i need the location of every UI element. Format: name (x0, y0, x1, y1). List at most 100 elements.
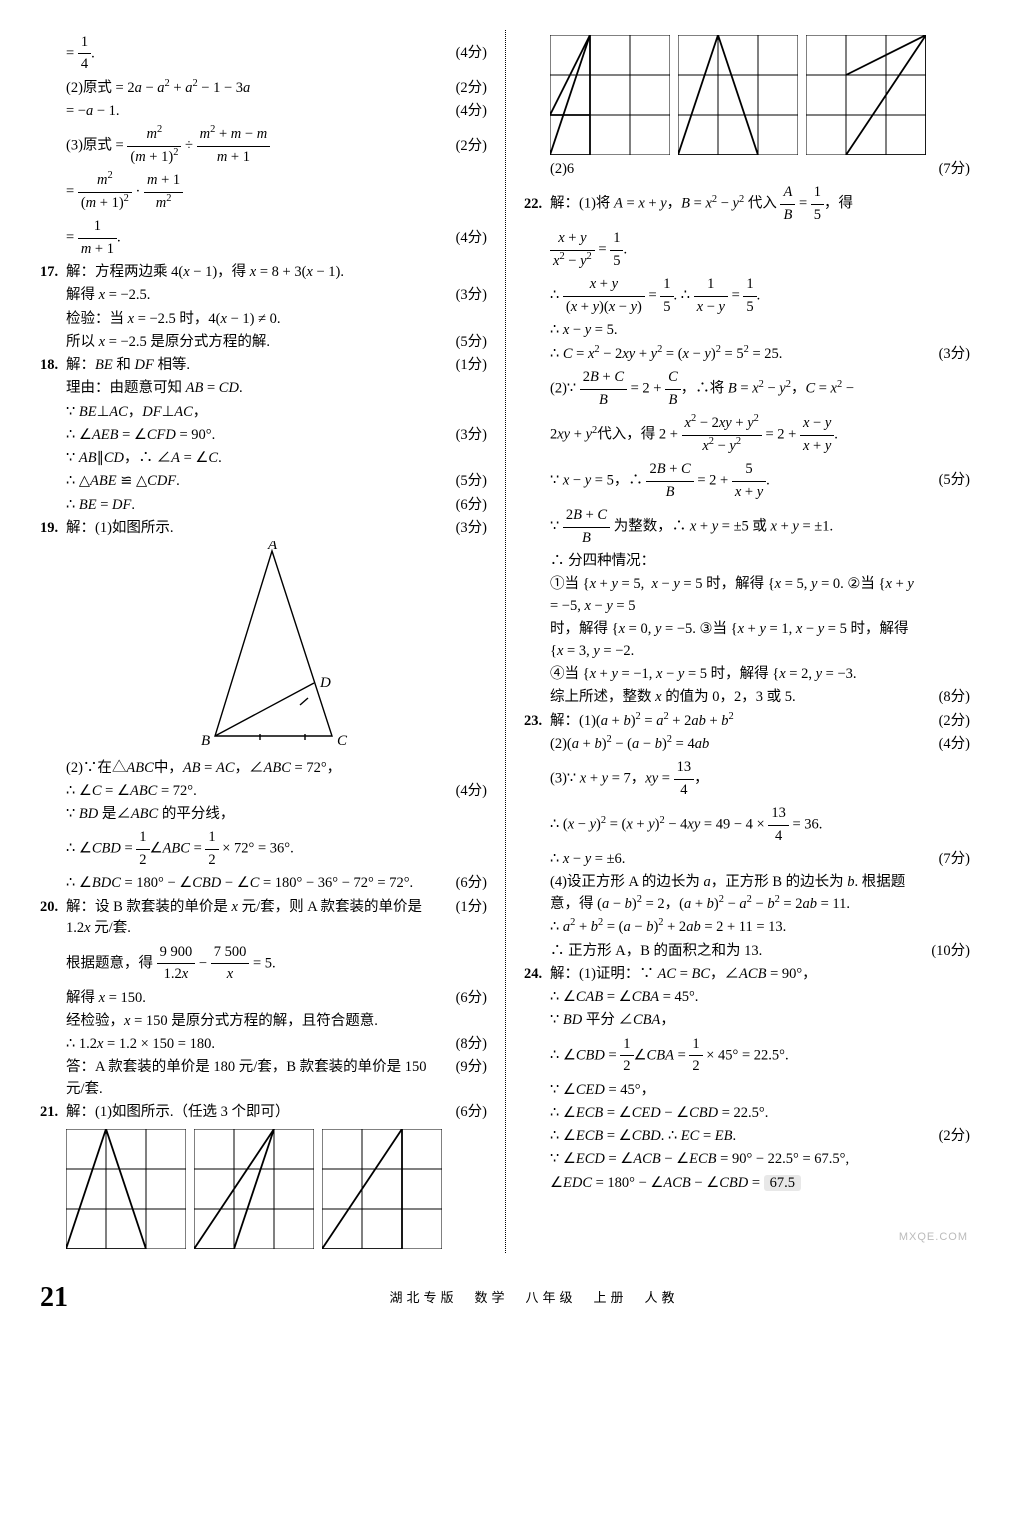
line-body: 2xy + y2代入，得 2 + x2 − 2xy + y2x2 − y2 = … (550, 413, 915, 458)
solution-line: (2)(a + b)2 − (a − b)2 = 4ab(4分) (524, 734, 970, 756)
solution-line: = −a − 1.(4分) (40, 101, 487, 123)
solution-line: 检验：当 x = −2.5 时，4(x − 1) ≠ 0. (40, 309, 487, 331)
question-line: 18.解：BE 和 DF 相等.(1分) (40, 355, 487, 377)
solution-line: ∵ BD 是∠ABC 的平分线， (40, 804, 487, 826)
line-body: = 14. (66, 32, 432, 77)
solution-line: (2)6(7分) (524, 159, 970, 181)
line-body: ∴ x − y = ±6. (550, 849, 915, 871)
right-column: MXQE.COM (2)6(7分)22.解：(1)将 A = x + y，B =… (505, 30, 970, 1253)
line-body: 解得 x = 150. (66, 988, 432, 1010)
solution-line (40, 1126, 487, 1252)
triangle-figure: A B C D (197, 541, 357, 756)
line-body: (2)∵ 2B + CB = 2 + CB，∴将 B = x2 − y2，C =… (550, 367, 915, 412)
watermark: MXQE.COM (899, 1229, 968, 1246)
question-line: 17.解：方程两边乘 4(x − 1)，得 x = 8 + 3(x − 1). (40, 262, 487, 284)
points-label: (3分) (432, 425, 487, 447)
solution-line: ∵ x − y = 5，∴ 2B + CB = 2 + 5x + y.(5分) (524, 459, 970, 504)
points-label: (9分) (432, 1057, 487, 1079)
solution-line: ∴ x − y = 5. (524, 320, 970, 342)
line-body: ∵ BE⊥AC，DF⊥AC， (66, 402, 432, 424)
points-label: (1分) (432, 897, 487, 919)
solution-line: (2)∵ 2B + CB = 2 + CB，∴将 B = x2 − y2，C =… (524, 367, 970, 412)
line-body: ∴ (x − y)2 = (x + y)2 − 4xy = 49 − 4 × 1… (550, 803, 915, 848)
line-body: ∵ ∠CED = 45°， (550, 1080, 915, 1102)
line-body: ∴ x + y(x + y)(x − y) = 15. ∴ 1x − y = 1… (550, 274, 915, 319)
line-body: ∴ ∠CAB = ∠CBA = 45°. (550, 987, 915, 1009)
grid-figure (322, 1129, 442, 1249)
points-label: (10分) (915, 941, 970, 963)
line-body: ∴ ∠C = ∠ABC = 72°. (66, 781, 432, 803)
line-body: ∴ a2 + b2 = (a − b)2 + 2ab = 2 + 11 = 13… (550, 917, 915, 939)
line-body: ①当 {x + y = 5, x − y = 5 时，解得 {x = 5, y … (550, 574, 915, 618)
points-label: (6分) (432, 1102, 487, 1124)
solution-line: = m2(m + 1)2 · m + 1m2 (40, 170, 487, 215)
solution-line: (3)原式 = m2(m + 1)2 ÷ m2 + m − mm + 1(2分) (40, 124, 487, 169)
line-body: 解：(1)证明：∵ AC = BC，∠ACB = 90°， (550, 964, 915, 986)
svg-text:C: C (337, 733, 348, 749)
solution-line: ∴ C = x2 − 2xy + y2 = (x − y)2 = 52 = 25… (524, 344, 970, 366)
solution-line: (2)∵在△ABC中，AB = AC，∠ABC = 72°， (40, 758, 487, 780)
points-label: (4分) (432, 228, 487, 250)
line-body: ∵ x − y = 5，∴ 2B + CB = 2 + 5x + y. (550, 459, 915, 504)
line-body: ∴ ∠BDC = 180° − ∠CBD − ∠C = 180° − 36° −… (66, 873, 432, 895)
points-label: (4分) (915, 734, 970, 756)
line-body: 解：设 B 款套装的单价是 x 元/套，则 A 款套装的单价是 1.2x 元/套… (66, 897, 432, 941)
points-label: (2分) (915, 1126, 970, 1148)
line-body: 时，解得 {x = 0, y = −5. ③当 {x + y = 1, x − … (550, 619, 915, 663)
question-line: 21.解：(1)如图所示.（任选 3 个即可）(6分) (40, 1102, 487, 1124)
line-body: 解：(1)如图所示.（任选 3 个即可） (66, 1102, 432, 1124)
line-body: ∴ △ABE ≌ △CDF. (66, 471, 432, 493)
line-body: ∵ ∠ECD = ∠ACB − ∠ECB = 90° − 22.5° = 67.… (550, 1149, 915, 1171)
question-number: 21. (40, 1102, 66, 1124)
line-body: (2)∵在△ABC中，AB = AC，∠ABC = 72°， (66, 758, 432, 780)
points-label: (3分) (915, 344, 970, 366)
question-line: 23.解：(1)(a + b)2 = a2 + 2ab + b2(2分) (524, 711, 970, 733)
solution-line: ∵ BE⊥AC，DF⊥AC， (40, 402, 487, 424)
solution-line: (2)原式 = 2a − a2 + a2 − 1 − 3a(2分) (40, 78, 487, 100)
solution-line: ∴ (x − y)2 = (x + y)2 − 4xy = 49 − 4 × 1… (524, 803, 970, 848)
grid-figure (678, 35, 798, 155)
grid-figure (550, 35, 670, 155)
solution-line (524, 32, 970, 158)
grid-figure (806, 35, 926, 155)
question-line: 19.解：(1)如图所示.(3分) (40, 518, 487, 540)
solution-line: (4)设正方形 A 的边长为 a，正方形 B 的边长为 b. 根据题意，得 (a… (524, 872, 970, 916)
line-body: ∴ ∠AEB = ∠CFD = 90°. (66, 425, 432, 447)
question-line: 24.解：(1)证明：∵ AC = BC，∠ACB = 90°， (524, 964, 970, 986)
line-body: ∴ 分四种情况： (550, 551, 915, 573)
points-label: (5分) (432, 332, 487, 354)
solution-line: ∵ 2B + CB 为整数，∴ x + y = ±5 或 x + y = ±1. (524, 505, 970, 550)
solution-line: ∴ 正方形 A，B 的面积之和为 13.(10分) (524, 941, 970, 963)
line-body: (3)原式 = m2(m + 1)2 ÷ m2 + m − mm + 1 (66, 124, 432, 169)
line-body: 解得 x = −2.5. (66, 285, 432, 307)
solution-line: ∴ x − y = ±6.(7分) (524, 849, 970, 871)
solution-line: ∵ AB∥CD，∴ ∠A = ∠C. (40, 448, 487, 470)
solution-line: ∴ 1.2x = 1.2 × 150 = 180.(8分) (40, 1034, 487, 1056)
solution-line: 解得 x = 150.(6分) (40, 988, 487, 1010)
points-label: (7分) (915, 159, 970, 181)
line-body: ∵ BD 平分 ∠CBA， (550, 1010, 915, 1032)
line-body: ∵ 2B + CB 为整数，∴ x + y = ±5 或 x + y = ±1. (550, 505, 915, 550)
line-body: 解：(1)将 A = x + y，B = x2 − y2 代入 AB = 15，… (550, 182, 915, 227)
svg-text:A: A (267, 541, 278, 553)
line-body: ∵ AB∥CD，∴ ∠A = ∠C. (66, 448, 432, 470)
question-line: 20.解：设 B 款套装的单价是 x 元/套，则 A 款套装的单价是 1.2x … (40, 897, 487, 941)
points-label: (8分) (432, 1034, 487, 1056)
solution-line: ④当 {x + y = −1, x − y = 5 时，解得 {x = 2, y… (524, 664, 970, 686)
points-label: (5分) (915, 470, 970, 492)
left-column: = 14. (4分) (2)原式 = 2a − a2 + a2 − 1 − 3a(2… (40, 30, 505, 1253)
solution-line: (3)∵ x + y = 7，xy = 134， (524, 757, 970, 802)
solution-line: ①当 {x + y = 5, x − y = 5 时，解得 {x = 5, y … (524, 574, 970, 618)
solution-line: ∴ ∠AEB = ∠CFD = 90°.(3分) (40, 425, 487, 447)
line-body: 解：(1)(a + b)2 = a2 + 2ab + b2 (550, 711, 915, 733)
grid-figure (66, 1129, 186, 1249)
line-body: 综上所述，整数 x 的值为 0，2，3 或 5. (550, 687, 915, 709)
line-body: x + yx2 − y2 = 15. (550, 228, 915, 273)
question-number: 17. (40, 262, 66, 284)
page-number: 21 (40, 1277, 68, 1319)
solution-line: 根据题意，得 9 9001.2x − 7 500x = 5. (40, 942, 487, 987)
solution-line: ∴ △ABE ≌ △CDF.(5分) (40, 471, 487, 493)
points-label: (8分) (915, 687, 970, 709)
points-label: (7分) (915, 849, 970, 871)
points-label: (6分) (432, 873, 487, 895)
